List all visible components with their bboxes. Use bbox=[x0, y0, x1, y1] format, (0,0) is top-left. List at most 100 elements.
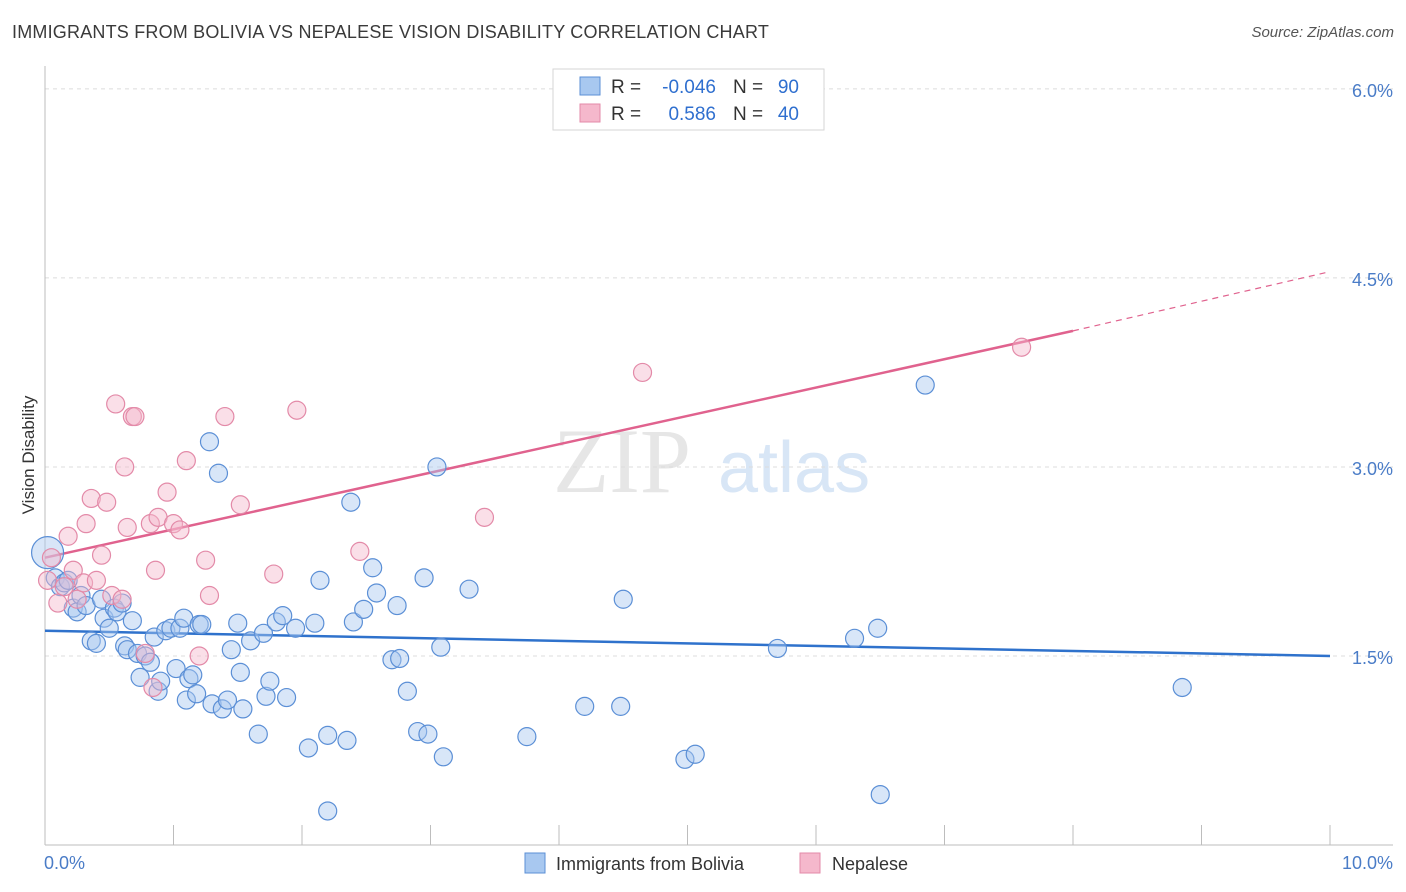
bolivia-point bbox=[183, 665, 203, 685]
bolivia-point bbox=[459, 579, 479, 599]
bolivia-point bbox=[273, 606, 293, 626]
legend-n-value-2: 40 bbox=[778, 104, 799, 125]
bolivia-point bbox=[202, 694, 222, 714]
bolivia-point bbox=[99, 618, 119, 638]
bolivia-point bbox=[86, 633, 107, 653]
watermark: ZIP atlas bbox=[553, 410, 870, 512]
bolivia-point bbox=[285, 618, 306, 638]
nepalese-point bbox=[1011, 337, 1032, 357]
bolivia-point bbox=[318, 725, 338, 745]
nepalese-point bbox=[37, 570, 58, 590]
legend-n-label-1: N = bbox=[733, 77, 763, 98]
y-tick-label: 4.5% bbox=[1352, 270, 1393, 290]
nepalese-point bbox=[48, 593, 68, 613]
bolivia-point bbox=[685, 744, 705, 764]
bolivia-point bbox=[305, 613, 325, 633]
bottom-legend-swatch-nepalese bbox=[799, 852, 821, 874]
bolivia-point bbox=[868, 618, 888, 638]
series-bolivia-points bbox=[30, 375, 1192, 821]
bolivia-point bbox=[318, 801, 338, 821]
bolivia-point bbox=[230, 662, 250, 682]
bolivia-point bbox=[354, 599, 374, 619]
bolivia-point bbox=[144, 627, 164, 647]
bolivia-point bbox=[1172, 677, 1192, 698]
nepalese-point bbox=[76, 514, 96, 534]
nepalese-point bbox=[199, 585, 220, 606]
bolivia-point bbox=[151, 671, 171, 691]
bolivia-point bbox=[427, 457, 447, 477]
nepalese-point bbox=[176, 451, 196, 471]
nepalese-point bbox=[125, 406, 145, 427]
legend-r-value-1: -0.046 bbox=[662, 77, 716, 98]
bolivia-point bbox=[187, 684, 207, 704]
nepalese-point bbox=[106, 394, 126, 414]
nepalese-point bbox=[86, 570, 107, 590]
bolivia-point bbox=[221, 640, 241, 660]
bolivia-point bbox=[341, 492, 361, 512]
legend-n-label-2: N = bbox=[733, 104, 763, 125]
nepalese-point bbox=[145, 560, 166, 580]
watermark-atlas: atlas bbox=[718, 428, 870, 508]
series-legend: Immigrants from Bolivia Nepalese bbox=[524, 852, 908, 874]
nepalese-point bbox=[135, 643, 155, 664]
legend-swatch-bolivia bbox=[579, 76, 601, 96]
y-tick-label: 1.5% bbox=[1352, 648, 1393, 668]
bolivia-point bbox=[256, 686, 276, 706]
bolivia-point bbox=[915, 375, 935, 395]
nepalese-point bbox=[170, 520, 190, 540]
nepalese-point bbox=[112, 589, 132, 609]
bolivia-point bbox=[387, 595, 407, 616]
bolivia-point bbox=[170, 618, 190, 638]
nepalese-point bbox=[91, 545, 112, 565]
bolivia-point bbox=[298, 738, 319, 758]
bolivia-point bbox=[310, 570, 330, 590]
bolivia-point bbox=[382, 650, 402, 670]
bolivia-point bbox=[130, 667, 150, 687]
nepalese-point bbox=[474, 507, 495, 527]
trend-line-nepalese bbox=[44, 329, 1074, 559]
nepalese-point bbox=[157, 482, 177, 502]
bolivia-point bbox=[260, 671, 280, 691]
nepalese-point bbox=[287, 400, 307, 420]
axes: 1.5% 3.0% 4.5% 6.0% bbox=[44, 66, 1393, 846]
nepalese-point bbox=[102, 585, 122, 606]
legend-r-label-1: R = bbox=[611, 77, 641, 98]
bottom-legend-swatch-bolivia bbox=[524, 852, 546, 874]
bolivia-point bbox=[343, 612, 363, 632]
bolivia-point bbox=[366, 583, 387, 603]
nepalese-point bbox=[63, 560, 83, 580]
bolivia-point bbox=[870, 784, 890, 805]
source-credit: Source: ZipAtlas.com bbox=[1251, 24, 1394, 41]
bolivia-point bbox=[611, 696, 631, 716]
x-tick-max: 10.0% bbox=[1342, 853, 1393, 873]
bolivia-point bbox=[212, 699, 232, 719]
bolivia-point bbox=[575, 696, 595, 716]
bolivia-point bbox=[253, 623, 274, 643]
trend-line-bolivia bbox=[44, 629, 1331, 658]
nepalese-point bbox=[350, 541, 370, 561]
bolivia-point bbox=[228, 613, 248, 633]
x-tick-min: 0.0% bbox=[44, 853, 85, 873]
nepalese-point bbox=[632, 362, 653, 383]
bolivia-point bbox=[122, 611, 142, 631]
nepalese-point bbox=[117, 517, 137, 538]
legend-r-label-2: R = bbox=[611, 104, 641, 125]
bolivia-point bbox=[390, 648, 410, 669]
bolivia-point bbox=[276, 687, 297, 708]
bolivia-point bbox=[117, 640, 137, 660]
bolivia-point bbox=[397, 681, 417, 701]
bolivia-point bbox=[418, 724, 438, 744]
y-tick-label: 6.0% bbox=[1352, 81, 1393, 101]
nepalese-point bbox=[196, 550, 216, 570]
bolivia-point bbox=[767, 638, 788, 659]
bolivia-point bbox=[199, 432, 220, 452]
bottom-legend-label-nepalese: Nepalese bbox=[832, 854, 908, 874]
chart-title: IMMIGRANTS FROM BOLIVIA VS NEPALESE VISI… bbox=[12, 22, 770, 42]
bolivia-point bbox=[414, 568, 434, 588]
bolivia-point bbox=[217, 690, 238, 710]
watermark-zip: ZIP bbox=[553, 410, 691, 512]
bolivia-point bbox=[233, 699, 253, 719]
bolivia-point bbox=[192, 614, 212, 635]
trend-lines bbox=[44, 271, 1331, 658]
